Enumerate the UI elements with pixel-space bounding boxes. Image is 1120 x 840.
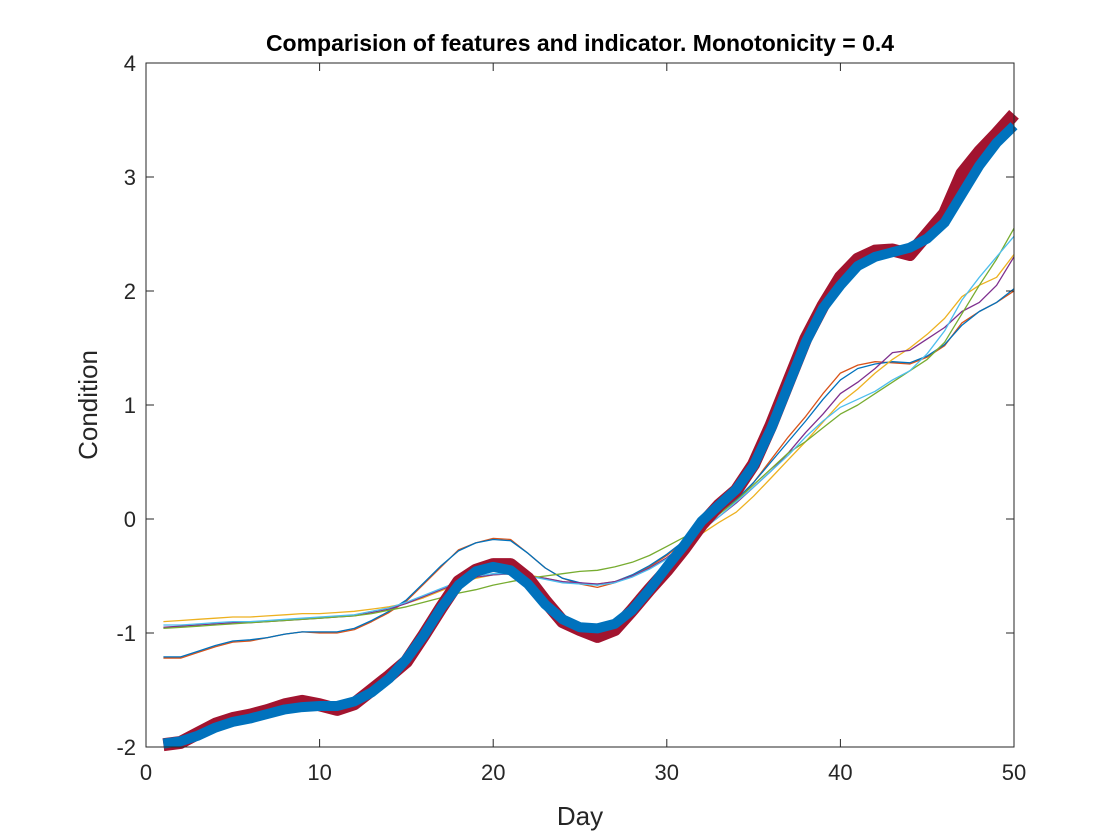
- series-line-8: [163, 235, 1015, 626]
- x-axis-label: Day: [557, 801, 603, 831]
- y-tick-label: 4: [124, 51, 136, 76]
- x-tick-label: 30: [655, 760, 679, 785]
- x-tick-label: 40: [828, 760, 852, 785]
- series-line-2: [162, 122, 1018, 749]
- x-tick-label: 50: [1002, 760, 1026, 785]
- series-layer: [162, 109, 1019, 752]
- y-tick-label: 1: [124, 393, 136, 418]
- series-line-7: [163, 227, 1015, 630]
- y-tick-label: 2: [124, 279, 136, 304]
- x-tick-label: 10: [307, 760, 331, 785]
- x-tick-label: 0: [140, 760, 152, 785]
- y-tick-label: -2: [116, 735, 136, 760]
- x-tick-label: 20: [481, 760, 505, 785]
- chart-title: Comparision of features and indicator. M…: [266, 30, 894, 56]
- y-tick-label: 0: [124, 507, 136, 532]
- y-tick-label: 3: [124, 165, 136, 190]
- y-tick-label: -1: [116, 621, 136, 646]
- y-axis-label: Condition: [73, 350, 103, 460]
- ticks-layer: 0 10 20 30 40 50 -2 -1 0 1 2 3 4: [116, 51, 1026, 785]
